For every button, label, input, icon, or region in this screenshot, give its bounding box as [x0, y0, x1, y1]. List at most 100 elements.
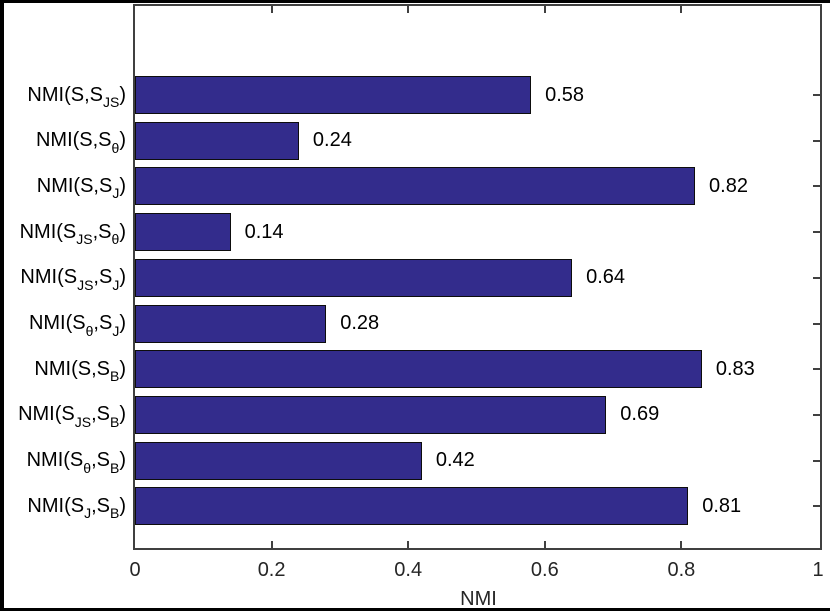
- label-text: ): [119, 403, 126, 426]
- bar-value-label: 0.83: [715, 357, 755, 380]
- x-tick-label: 1: [812, 559, 824, 581]
- label-subscript: B: [109, 459, 120, 476]
- x-tick-label: 0: [129, 559, 141, 581]
- label-text: NMI(S: [20, 266, 78, 289]
- bar: [135, 121, 299, 160]
- label-text: ,S: [93, 312, 113, 334]
- bar: [135, 304, 327, 343]
- label-subscript: J: [112, 322, 120, 339]
- bar: [135, 76, 532, 114]
- label-text: ): [119, 449, 126, 472]
- label-text: ): [119, 266, 126, 289]
- label-text: ): [119, 220, 126, 243]
- bar-value-label: 0.58: [545, 83, 585, 106]
- y-axis-category-label: NMI(S,S B): [6, 350, 126, 388]
- bar: [135, 213, 231, 252]
- label-text: ,S: [91, 449, 110, 472]
- label-text: NMI(S: [26, 449, 84, 472]
- label-subscript: B: [109, 368, 120, 385]
- x-tick-bottom: [270, 541, 273, 548]
- bar-value-label: 0.69: [620, 403, 660, 426]
- label-text: NMI(S,S: [27, 83, 103, 106]
- y-axis-category-label: NMI(S JS ,S J): [6, 259, 126, 297]
- bar: [135, 395, 607, 434]
- label-subscript: θ: [111, 231, 120, 248]
- x-tick-label: 0.8: [667, 559, 696, 581]
- x-tick-bottom: [407, 541, 410, 548]
- label-subscript: B: [109, 505, 120, 522]
- label-text: ,S: [92, 220, 112, 243]
- label-text: NMI(S,S: [36, 174, 113, 197]
- label-subscript: J: [112, 276, 120, 293]
- label-subscript: θ: [111, 139, 120, 156]
- label-text: NMI(S: [27, 494, 85, 517]
- label-subscript: J: [112, 185, 120, 202]
- label-text: ): [119, 83, 126, 106]
- y-axis-category-label: NMI(S θ ,S J): [6, 305, 126, 343]
- label-text: ,S: [93, 266, 113, 289]
- label-subscript: JS: [76, 231, 93, 248]
- y-tick-right: [813, 505, 820, 508]
- bar: [135, 487, 689, 526]
- plot-area: 0.58 0.24 0.82 0.14 0.64 0.28 0.83 0.69 0.42 0.81: [133, 4, 822, 550]
- y-axis-category-label: NMI(S J ,S B): [6, 487, 126, 525]
- y-tick-right: [813, 139, 820, 142]
- y-tick-right: [813, 231, 820, 234]
- bar-value-label: 0.64: [586, 266, 626, 289]
- bar-value-label: 0.82: [709, 174, 748, 197]
- label-text: NMI(S: [18, 403, 75, 426]
- x-tick-label: 0.4: [394, 559, 423, 581]
- y-axis-category-label: NMI(S JS ,S θ): [6, 213, 126, 251]
- x-tick-top: [680, 6, 683, 13]
- y-tick-right: [813, 322, 820, 325]
- y-axis-category-label: NMI(S,S JS): [6, 76, 126, 114]
- label-text: ): [119, 174, 126, 197]
- x-tick-label: 0.6: [530, 559, 559, 581]
- bar: [135, 441, 422, 480]
- bar-value-label: 0.81: [702, 494, 742, 517]
- label-subscript: θ: [83, 459, 92, 476]
- bar-value-label: 0.28: [340, 312, 380, 334]
- x-tick-label: 0.2: [257, 559, 286, 581]
- label-text: NMI(S,S: [34, 357, 110, 380]
- y-axis-category-label: NMI(S,S J): [6, 167, 126, 205]
- bar: [135, 258, 573, 297]
- label-text: ,S: [91, 494, 110, 517]
- y-tick-right: [813, 94, 820, 96]
- x-tick-top: [407, 6, 410, 13]
- label-subscript: J: [84, 505, 92, 522]
- label-text: ): [119, 129, 126, 152]
- bar-value-label: 0.14: [244, 220, 284, 243]
- label-text: ,S: [91, 403, 110, 426]
- label-subscript: JS: [74, 413, 92, 430]
- y-tick-right: [813, 368, 820, 371]
- label-text: NMI(S: [28, 312, 86, 334]
- label-subscript: JS: [102, 94, 120, 110]
- label-text: NMI(S: [19, 220, 77, 243]
- label-subscript: JS: [77, 276, 94, 293]
- x-tick-top: [543, 6, 546, 13]
- y-axis-category-label: NMI(S JS ,S B): [6, 396, 126, 434]
- x-axis-title: NMI: [460, 588, 497, 610]
- label-text: ): [119, 357, 126, 380]
- bar: [135, 167, 696, 206]
- label-text: ): [119, 312, 126, 334]
- bar: [135, 350, 702, 389]
- bar-value-label: 0.24: [312, 129, 352, 152]
- y-tick-right: [813, 185, 820, 188]
- label-text: ): [119, 494, 126, 517]
- label-text: NMI(S,S: [35, 129, 112, 152]
- y-axis-category-label: NMI(S θ ,S B): [6, 442, 126, 480]
- label-subscript: B: [109, 413, 120, 430]
- x-axis-tick-labels: 0 0.2 0.4 0.6 0.8 1: [4, 559, 830, 585]
- x-tick-bottom: [680, 541, 683, 548]
- bar-value-label: 0.42: [435, 449, 475, 472]
- y-axis-category-label: NMI(S,S θ): [6, 122, 126, 160]
- y-tick-right: [813, 276, 820, 279]
- label-subscript: θ: [85, 322, 94, 339]
- x-tick-top: [270, 6, 273, 13]
- x-tick-bottom: [543, 541, 546, 548]
- y-tick-right: [813, 459, 820, 462]
- y-tick-right: [813, 413, 820, 416]
